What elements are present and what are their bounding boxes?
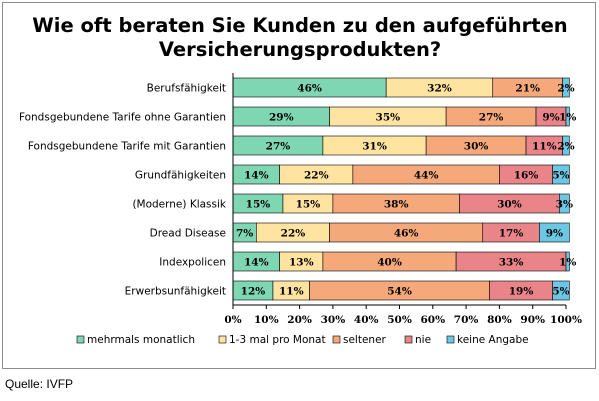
chart-title-line-2: Versicherungsprodukten? [158,38,442,61]
category-label: (Moderne) Klassik [132,199,226,211]
legend-swatch [218,335,227,344]
data-label: 13% [289,257,314,269]
bar-segment [565,106,570,127]
bar-segment [565,251,570,272]
data-label: 16% [514,170,539,182]
chart-title: Wie oft beraten Sie Kunden zu den aufgef… [3,14,597,62]
data-label: 9% [542,112,559,124]
data-label: 44% [414,170,439,182]
data-label: 11% [279,286,304,298]
data-label: 32% [427,83,452,95]
data-label: 33% [499,257,524,269]
x-tick-label: 0% [224,314,241,326]
bar-segment [552,164,570,185]
data-label: 54% [387,286,412,298]
category-label: Berufsfähigkeit [147,83,226,95]
data-label: 46% [394,228,419,240]
category-label: Grundfähigkeiten [135,170,226,182]
legend-swatch [446,335,455,344]
data-label: 46% [297,83,322,95]
legend-label: keine Angabe [457,334,529,346]
data-label: 1% [559,257,576,269]
data-label: 11% [532,141,557,153]
bar-segment [559,193,570,214]
stacked-bar-chart: Berufsfähigkeit 46% 32% 21% 2% Fondsgebundene… [19,73,582,346]
data-label: 40% [377,257,402,269]
data-label: 1% [559,112,576,124]
data-label: 15% [246,199,271,211]
x-tick-label: 10% [254,314,279,326]
data-label: 15% [296,199,321,211]
bar-segment [562,77,570,98]
x-tick-label: 70% [454,314,479,326]
x-tick-label: 60% [421,314,446,326]
data-label: 3% [556,199,573,211]
category-label: Fondsgebundene Tarife ohne Garantien [19,112,226,124]
data-label: 17% [499,228,524,240]
chart-frame: Wie oft beraten Sie Kunden zu den aufgef… [2,2,596,369]
legend-label: 1-3 mal pro Monat [229,334,326,346]
data-label: 21% [515,83,540,95]
data-label: 29% [269,112,294,124]
data-label: 5% [552,170,569,182]
data-label: 7% [236,228,253,240]
data-label: 22% [281,228,306,240]
data-label: 2% [557,83,574,95]
data-label: 14% [244,257,269,269]
legend-label: mehrmals monatlich [87,334,195,346]
x-tick-label: 90% [520,314,545,326]
data-label: 14% [244,170,269,182]
legend-swatch [76,335,85,344]
category-label: Dread Disease [150,228,226,240]
x-tick-label: 20% [287,314,312,326]
bar-segment [562,135,570,156]
data-label: 27% [479,112,504,124]
data-label: 12% [241,286,266,298]
x-tick-label: 100% [550,314,582,326]
category-label: Fondsgebundene Tarife mit Garantien [28,141,226,153]
legend-swatch [404,335,413,344]
x-tick-label: 50% [387,314,412,326]
data-label: 27% [266,141,291,153]
bar-segment [539,222,570,243]
source-note: Quelle: IVFP [5,377,74,391]
data-label: 9% [546,228,563,240]
legend-swatch [332,335,341,344]
data-label: 35% [376,112,401,124]
data-label: 38% [384,199,409,211]
data-label: 30% [464,141,489,153]
legend-label: nie [415,334,431,346]
category-label: Indexpolicen [159,257,226,269]
chart-title-line-1: Wie oft beraten Sie Kunden zu den aufgef… [32,14,568,37]
data-label: 5% [552,286,569,298]
x-tick-label: 30% [321,314,346,326]
data-label: 2% [557,141,574,153]
x-tick-label: 80% [487,314,512,326]
bar-segment [552,280,570,301]
data-label: 30% [497,199,522,211]
data-label: 22% [304,170,329,182]
legend-label: seltener [343,334,387,346]
x-tick-label: 40% [354,314,379,326]
category-label: Erwerbsunfähigkeit [125,286,226,298]
data-label: 19% [509,286,534,298]
data-label: 31% [362,141,387,153]
